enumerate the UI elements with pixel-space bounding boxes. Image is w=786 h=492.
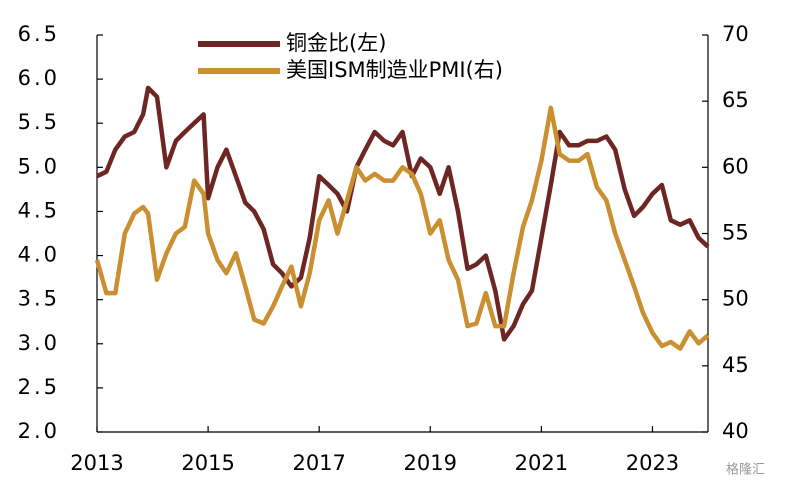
- x-tick-label: 2015: [181, 451, 234, 475]
- y2-tick-label: 60: [722, 154, 749, 178]
- y2-tick-label: 70: [722, 22, 749, 46]
- y2-tick-label: 45: [722, 353, 749, 377]
- y-tick-label: 6.0: [18, 66, 60, 90]
- x-tick-label: 2021: [515, 451, 568, 475]
- legend-label: 铜金比(左): [286, 31, 386, 55]
- watermark: 格隆汇: [726, 462, 765, 478]
- y-tick-label: 4.5: [18, 198, 60, 222]
- series-line: [96, 85, 710, 342]
- x-tick-label: 2013: [70, 451, 123, 475]
- y-tick-label: 5.5: [18, 110, 60, 134]
- y-tick-label: 2.0: [18, 419, 60, 443]
- series-line: [94, 105, 710, 351]
- y2-tick-label: 65: [722, 88, 749, 112]
- x-tick-label: 2019: [404, 451, 457, 475]
- y-tick-label: 3.0: [18, 331, 60, 355]
- legend-label: 美国ISM制造业PMI(右): [286, 58, 503, 82]
- y2-tick-label: 50: [722, 287, 749, 311]
- y-tick-label: 2.5: [18, 375, 60, 399]
- y-tick-label: 4.0: [18, 243, 60, 267]
- x-tick-label: 2017: [292, 451, 345, 475]
- y2-tick-label: 55: [722, 221, 749, 245]
- y-tick-label: 5.0: [18, 154, 60, 178]
- y-tick-label: 6.5: [18, 22, 60, 46]
- y-tick-label: 3.5: [18, 287, 60, 311]
- y2-tick-label: 40: [722, 419, 749, 443]
- x-tick-label: 2023: [626, 451, 679, 475]
